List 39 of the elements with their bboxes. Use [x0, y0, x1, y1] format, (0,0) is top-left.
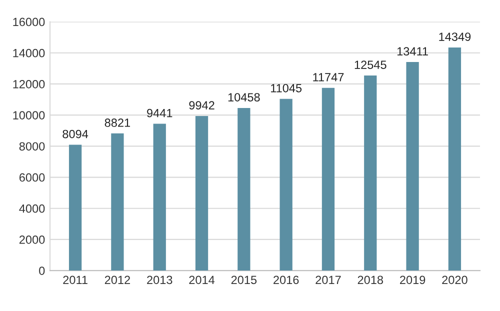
- x-tick-label: 2015: [231, 276, 257, 284]
- bar: [238, 108, 250, 271]
- x-tick-label: 2017: [316, 276, 341, 284]
- data-label: 10458: [228, 93, 260, 102]
- x-tick-label: 2016: [274, 276, 299, 284]
- y-tick-label: 10000: [13, 111, 45, 120]
- y-tick-label: 0: [39, 266, 45, 275]
- data-label: 9441: [147, 108, 172, 118]
- data-label: 13411: [397, 47, 428, 56]
- bar: [111, 133, 124, 271]
- x-tick-label: 2012: [104, 276, 130, 284]
- x-tick-label: 2019: [400, 276, 426, 284]
- data-label: 8094: [62, 130, 88, 138]
- x-tick-label: 2018: [358, 276, 384, 284]
- bar: [195, 116, 208, 271]
- bar: [280, 98, 292, 271]
- data-label: 9942: [189, 101, 214, 110]
- x-tick-label: 2014: [189, 276, 215, 284]
- x-tick-label: 2020: [442, 276, 468, 284]
- y-tick-label: 16000: [13, 18, 45, 26]
- bar: [364, 75, 377, 271]
- x-tick-label: 2013: [147, 276, 172, 284]
- y-tick-label: 6000: [19, 173, 45, 182]
- data-label: 8821: [104, 118, 130, 127]
- data-label: 11045: [271, 84, 302, 92]
- bar: [448, 47, 462, 271]
- bar: [68, 144, 82, 271]
- bar: [153, 124, 166, 271]
- y-tick-label: 8000: [19, 142, 45, 151]
- y-tick-label: 14000: [13, 48, 45, 58]
- bar: [322, 88, 335, 271]
- x-tick-label: 2011: [63, 276, 88, 284]
- y-tick-label: 12000: [13, 80, 45, 88]
- data-label: 12545: [354, 60, 386, 69]
- data-label: 11747: [313, 73, 344, 82]
- y-tick-label: 4000: [19, 204, 45, 213]
- data-label: 14349: [439, 32, 471, 41]
- bar: [406, 62, 419, 271]
- y-tick-label: 2000: [19, 236, 45, 244]
